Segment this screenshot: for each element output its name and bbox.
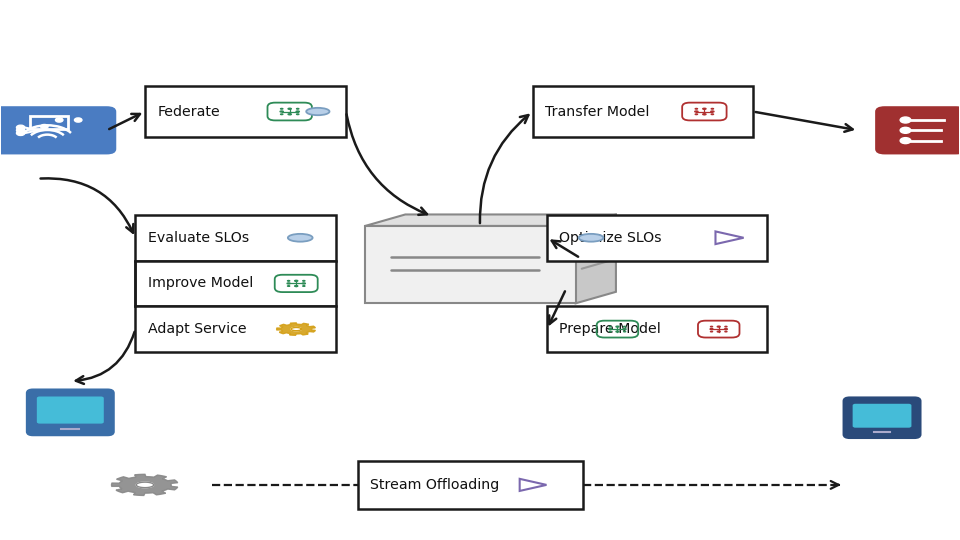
Polygon shape	[136, 482, 154, 488]
Text: Adapt Service: Adapt Service	[148, 322, 247, 336]
FancyBboxPatch shape	[547, 215, 767, 261]
Ellipse shape	[296, 111, 300, 112]
Polygon shape	[365, 226, 576, 303]
Text: Evaluate SLOs: Evaluate SLOs	[148, 231, 249, 245]
Text: Transfer Model: Transfer Model	[545, 105, 650, 118]
FancyBboxPatch shape	[135, 306, 336, 352]
Polygon shape	[576, 214, 616, 303]
Ellipse shape	[695, 111, 698, 112]
Ellipse shape	[900, 127, 911, 133]
FancyBboxPatch shape	[533, 86, 753, 137]
Ellipse shape	[287, 283, 290, 284]
Ellipse shape	[703, 114, 706, 115]
Text: Optimize SLOs: Optimize SLOs	[560, 231, 662, 245]
Ellipse shape	[900, 138, 911, 144]
FancyBboxPatch shape	[844, 398, 920, 437]
FancyBboxPatch shape	[876, 106, 960, 154]
Ellipse shape	[703, 108, 706, 109]
FancyBboxPatch shape	[145, 86, 346, 137]
Ellipse shape	[288, 108, 291, 109]
Polygon shape	[111, 474, 178, 495]
FancyBboxPatch shape	[852, 404, 911, 428]
FancyBboxPatch shape	[358, 461, 583, 509]
Text: Prepare Model: Prepare Model	[560, 322, 661, 336]
FancyBboxPatch shape	[27, 390, 113, 435]
Ellipse shape	[616, 326, 619, 327]
Ellipse shape	[710, 111, 714, 112]
FancyBboxPatch shape	[547, 306, 767, 352]
Ellipse shape	[288, 234, 313, 242]
Polygon shape	[365, 214, 616, 226]
Ellipse shape	[16, 128, 25, 133]
Ellipse shape	[75, 118, 82, 122]
Ellipse shape	[40, 125, 48, 129]
Polygon shape	[276, 323, 315, 335]
Ellipse shape	[717, 326, 720, 327]
FancyBboxPatch shape	[36, 396, 104, 423]
Ellipse shape	[280, 111, 283, 112]
Ellipse shape	[295, 286, 298, 287]
Ellipse shape	[900, 117, 911, 123]
Ellipse shape	[579, 234, 604, 242]
Text: Improve Model: Improve Model	[148, 276, 253, 291]
Ellipse shape	[56, 118, 63, 122]
Ellipse shape	[306, 108, 329, 115]
Ellipse shape	[288, 114, 291, 115]
Ellipse shape	[16, 131, 25, 136]
Ellipse shape	[717, 331, 720, 332]
Ellipse shape	[16, 125, 25, 130]
FancyBboxPatch shape	[135, 215, 336, 261]
Text: Federate: Federate	[157, 105, 220, 118]
Polygon shape	[291, 327, 301, 330]
FancyBboxPatch shape	[30, 116, 68, 130]
FancyBboxPatch shape	[0, 106, 116, 154]
Ellipse shape	[616, 331, 619, 332]
Ellipse shape	[295, 280, 298, 281]
Text: Stream Offloading: Stream Offloading	[371, 478, 499, 492]
FancyBboxPatch shape	[135, 261, 336, 306]
Ellipse shape	[302, 283, 305, 284]
